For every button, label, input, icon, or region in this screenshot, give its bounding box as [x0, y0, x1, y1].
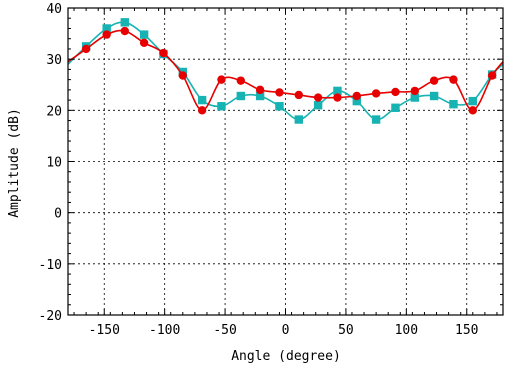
- y-tick-label: 30: [46, 53, 62, 68]
- data-point-circle: [352, 91, 361, 101]
- grid: [68, 8, 503, 315]
- data-point-circle: [294, 90, 303, 100]
- data-point-square: [275, 102, 284, 111]
- y-tick-label: -10: [39, 258, 62, 273]
- y-axis-title: Amplitude (dB): [7, 108, 22, 218]
- data-point-circle: [178, 71, 187, 80]
- data-point-square: [294, 115, 303, 124]
- axes: [67, 7, 504, 316]
- x-tick-label: 50: [338, 323, 354, 338]
- data-point-circle: [391, 87, 400, 97]
- x-axis-title: Angle (degree): [231, 349, 341, 364]
- data-point-square: [197, 95, 207, 105]
- x-tick-label: 0: [282, 323, 290, 338]
- x-tick-label: -100: [149, 323, 180, 338]
- data-point-circle: [487, 71, 497, 80]
- data-point-circle: [159, 48, 168, 58]
- data-point-circle: [236, 76, 245, 85]
- data-point-circle: [120, 26, 129, 36]
- x-tick-label: -150: [89, 323, 120, 338]
- y-tick-label: -20: [39, 309, 62, 324]
- y-tick-label: 0: [54, 207, 62, 222]
- data-point-circle: [275, 88, 284, 97]
- data-point-square: [236, 91, 245, 101]
- y-tick-label: 20: [46, 104, 62, 119]
- data-point-square: [391, 103, 400, 112]
- data-point-square: [139, 30, 149, 39]
- data-point-square: [371, 115, 381, 124]
- x-tick-label: -50: [213, 323, 236, 338]
- series-line-1: [67, 21, 504, 121]
- data-point-circle: [429, 76, 439, 85]
- data-point-circle: [139, 38, 149, 47]
- data-point-square: [449, 99, 458, 109]
- series-group: [67, 18, 504, 124]
- data-point-square: [120, 18, 129, 27]
- data-point-square: [333, 86, 342, 96]
- data-point-circle: [102, 30, 111, 39]
- data-point-circle: [410, 86, 419, 96]
- data-point-square: [352, 96, 361, 106]
- x-tick-label: 100: [395, 323, 418, 338]
- data-point-square: [468, 96, 477, 106]
- data-point-square: [313, 101, 323, 110]
- data-point-circle: [371, 89, 381, 98]
- data-point-square: [217, 102, 226, 111]
- data-point-circle: [468, 106, 477, 115]
- data-point-square: [102, 24, 111, 33]
- y-tick-label: 40: [46, 2, 62, 17]
- data-point-square: [429, 91, 439, 101]
- data-point-square: [410, 93, 419, 102]
- data-point-circle: [333, 93, 342, 102]
- data-point-circle: [197, 106, 207, 115]
- data-point-circle: [81, 44, 91, 54]
- y-tick-label: 10: [46, 156, 62, 171]
- x-tick-label: 150: [455, 323, 478, 338]
- data-point-circle: [255, 85, 265, 95]
- data-point-circle: [449, 75, 458, 84]
- data-point-circle: [313, 93, 323, 102]
- data-point-square: [255, 91, 265, 101]
- data-point-circle: [217, 75, 226, 84]
